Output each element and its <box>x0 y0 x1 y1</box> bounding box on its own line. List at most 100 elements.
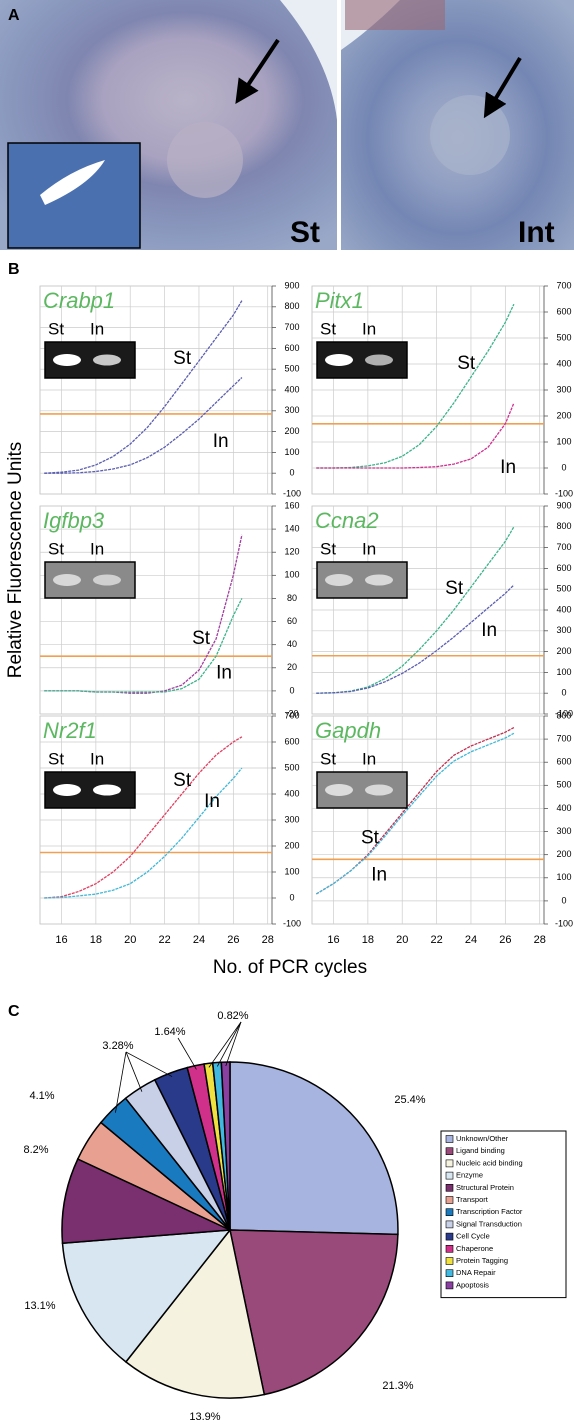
y-tick-label: 500 <box>556 332 571 342</box>
pie-slice <box>61 1158 233 1245</box>
y-tick-label: -100 <box>555 488 573 498</box>
y-tick-label: 160 <box>284 500 299 510</box>
legend-box <box>440 1130 567 1299</box>
y-tick-label: 400 <box>556 358 571 368</box>
y-tick-label: 800 <box>556 521 571 531</box>
panel-label: B <box>8 261 20 278</box>
slice-label: 0.82% <box>217 1010 248 1022</box>
gel-label: In <box>90 749 104 768</box>
gene-title: Gapdh <box>315 718 381 743</box>
gel-band <box>325 354 353 366</box>
x-tick-label: 22 <box>158 934 170 946</box>
y-tick-label: 800 <box>284 301 299 311</box>
x-tick-label: 24 <box>193 934 205 946</box>
gene-title: Pitx1 <box>315 288 364 313</box>
gel-label: In <box>362 749 376 768</box>
legend-swatch <box>445 1232 454 1241</box>
y-tick-label: 40 <box>287 639 297 649</box>
gene-title: Crabp1 <box>43 288 115 313</box>
image-label: St <box>290 216 320 249</box>
gel-band <box>53 354 81 366</box>
legend-swatch <box>445 1220 454 1229</box>
legend-label: Apoptosis <box>456 1280 489 1289</box>
amplification-curve <box>44 736 243 899</box>
pie-slice <box>61 1229 232 1363</box>
legend-swatch <box>445 1147 454 1155</box>
slice-label: 13.9% <box>189 1411 220 1423</box>
legend-label: Enzyme <box>456 1171 483 1180</box>
y-tick-label: -100 <box>283 918 301 928</box>
gel-label: St <box>48 319 64 338</box>
y-tick-label: 0 <box>289 468 294 478</box>
y-tick-label: 600 <box>556 757 571 767</box>
inset-lumen <box>40 160 105 205</box>
y-tick-label: 80 <box>287 593 297 603</box>
y-tick-label: 500 <box>284 364 299 374</box>
leader-line <box>216 1021 242 1067</box>
y-tick-label: 300 <box>284 405 299 415</box>
legend-swatch <box>445 1281 454 1290</box>
y-tick-label: 600 <box>284 736 299 746</box>
y-tick-label: 400 <box>556 803 571 813</box>
slice-label: 3.28% <box>102 1040 133 1052</box>
gel-label: In <box>90 539 104 558</box>
curve-label: St <box>173 348 192 369</box>
panel-label: A <box>8 7 20 24</box>
blood-cells <box>345 0 445 30</box>
y-tick-label: 100 <box>556 436 571 446</box>
curve-label: In <box>481 620 497 641</box>
slice-label: 1.64% <box>154 1026 185 1038</box>
y-tick-label: -20 <box>285 708 298 718</box>
legend-label: Transport <box>456 1195 489 1204</box>
legend-swatch <box>445 1245 454 1253</box>
gel-band <box>93 354 121 366</box>
y-tick-label: 200 <box>556 849 571 859</box>
gel-label: St <box>48 539 64 558</box>
y-tick-label: 600 <box>556 563 571 573</box>
y-tick-label: 300 <box>556 826 571 836</box>
x-tick-label: 26 <box>499 934 511 946</box>
curve-label: In <box>213 431 229 452</box>
y-tick-label: 200 <box>284 426 299 436</box>
x-tick-label: 28 <box>534 934 546 946</box>
arrow <box>235 38 280 104</box>
leader-line <box>177 1037 197 1070</box>
y-tick-label: -100 <box>555 708 573 718</box>
y-tick-label: 500 <box>556 584 571 594</box>
curve-label: St <box>361 828 380 849</box>
curve-label: St <box>192 628 211 649</box>
gel-band <box>365 354 393 366</box>
y-tick-label: 100 <box>284 866 299 876</box>
x-tick-label: 18 <box>362 934 374 946</box>
y-tick-label: 140 <box>284 523 299 533</box>
curve-label: In <box>204 791 220 812</box>
y-tick-label: 300 <box>556 625 571 635</box>
gel-label: In <box>362 539 376 558</box>
plot-area <box>311 715 545 925</box>
slice-label: 25.4% <box>394 1094 425 1106</box>
y-tick-label: 100 <box>556 872 571 882</box>
gel-label: St <box>320 749 336 768</box>
legend-swatch <box>445 1269 454 1277</box>
y-tick-label: -100 <box>283 488 301 498</box>
y-tick-label: 120 <box>284 547 299 557</box>
y-tick-label: 600 <box>556 306 571 316</box>
legend-swatch <box>445 1135 454 1143</box>
leader-line <box>125 1051 143 1092</box>
pie-slice <box>220 1061 231 1231</box>
x-tick-label: 26 <box>227 934 239 946</box>
legend-swatch <box>445 1208 454 1216</box>
amplification-curve <box>316 402 515 469</box>
legend-label: Structural Protein <box>456 1183 514 1192</box>
leader-line <box>225 1021 242 1067</box>
y-tick-label: 700 <box>556 542 571 552</box>
amplification-curve <box>44 377 243 474</box>
gene-title: Nr2f1 <box>43 718 97 743</box>
y-tick-label: 100 <box>284 447 299 457</box>
x-tick-label: 18 <box>90 934 102 946</box>
y-tick-label: 400 <box>284 788 299 798</box>
x-tick-label: 28 <box>262 934 274 946</box>
y-tick-label: 400 <box>556 604 571 614</box>
